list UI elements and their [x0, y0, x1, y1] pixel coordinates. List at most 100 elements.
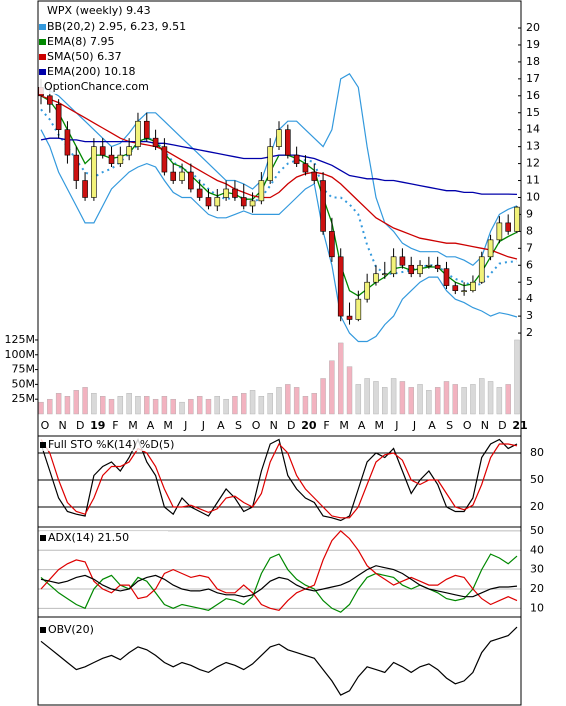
indicator-line	[40, 439, 518, 519]
x-tick-label: A	[217, 419, 225, 432]
volume-bar	[144, 396, 150, 415]
legend-label: SMA(50) 6.37	[47, 50, 122, 63]
candle-body	[346, 315, 353, 320]
watermark: OptionChance.com	[44, 80, 149, 93]
x-tick-label: S	[446, 419, 453, 432]
candle-body	[47, 95, 53, 105]
volume-bar	[452, 384, 458, 415]
candle-body	[426, 264, 432, 267]
volume-bar	[390, 378, 397, 415]
panel-title-marker	[40, 535, 46, 541]
candle-body	[91, 146, 97, 198]
legend-label: EMA(200) 10.18	[47, 65, 136, 78]
y-tick-label: 18	[526, 55, 540, 68]
y-tick-label: 6	[526, 258, 533, 271]
volume-bar	[461, 387, 467, 415]
y-tick-label: 12	[526, 157, 540, 170]
y-tick-label: 9	[526, 207, 533, 220]
volume-bar	[82, 387, 88, 415]
y-tick-label: 5	[526, 275, 533, 288]
y-tick-label: 8	[526, 224, 533, 237]
volume-tick-label: 125M	[5, 333, 36, 346]
x-tick-label: N	[270, 419, 278, 432]
volume-bar	[355, 384, 362, 415]
candle-body	[223, 188, 229, 198]
volume-tick-label: 25M	[12, 392, 36, 405]
candle-body	[179, 171, 185, 181]
panel-title-marker	[40, 442, 46, 448]
candle-body	[302, 163, 309, 173]
candle-body	[434, 264, 441, 269]
bb-lower	[40, 129, 518, 343]
y-tick-label: 30	[530, 563, 544, 576]
candle-body	[126, 146, 132, 156]
x-tick-label: J	[394, 419, 398, 432]
candle-body	[478, 256, 485, 283]
volume-bar	[382, 387, 388, 415]
candle-body	[108, 154, 115, 164]
x-tick-label: D	[76, 419, 84, 432]
candle-body	[381, 273, 388, 276]
y-tick-label: 20	[530, 500, 544, 513]
panel-title: ADX(14) 21.50	[48, 531, 129, 544]
volume-bar	[496, 387, 503, 415]
volume-bar	[126, 393, 132, 415]
candle-body	[205, 197, 212, 207]
y-tick-label: 11	[526, 174, 540, 187]
volume-bar	[346, 366, 353, 415]
volume-bar	[443, 381, 450, 415]
panel-title: OBV(20)	[48, 623, 94, 636]
x-tick-label: O	[252, 419, 261, 432]
volume-bar	[276, 387, 282, 415]
obv-frame	[37, 616, 522, 706]
y-tick-label: 14	[526, 123, 540, 136]
volume-bar	[249, 390, 256, 415]
panel-title: Full STO %K(14) %D(5)	[48, 438, 174, 451]
volume-bar	[417, 384, 423, 415]
candle-body	[249, 200, 256, 207]
ma-line	[40, 137, 518, 196]
volume-bar	[320, 378, 326, 415]
candle-body	[355, 298, 362, 320]
x-tick-label: S	[235, 419, 242, 432]
candle-body	[276, 129, 282, 147]
candle-body	[470, 281, 476, 291]
candle-body	[452, 285, 459, 291]
candle-body	[399, 256, 406, 266]
candle-body	[64, 129, 71, 156]
volume-bar	[329, 360, 335, 415]
volume-bar	[47, 398, 53, 415]
candle-body	[496, 222, 503, 241]
candle-body	[373, 273, 379, 283]
legend-marker	[39, 24, 46, 30]
x-tick-label: M	[163, 419, 173, 432]
volume-bar	[152, 398, 159, 415]
y-tick-label: 15	[526, 106, 540, 119]
x-tick-label: M	[128, 419, 138, 432]
volume-bar	[38, 401, 44, 415]
indicator-line	[40, 530, 518, 611]
x-tick-label: D	[498, 419, 506, 432]
candle-body	[267, 146, 273, 181]
volume-bar	[338, 342, 344, 415]
volume-bar	[470, 384, 476, 415]
y-tick-label: 80	[530, 446, 544, 459]
volume-bar	[205, 398, 212, 415]
candle-body	[443, 268, 450, 286]
candle-body	[487, 239, 494, 258]
x-tick-label: D	[287, 419, 295, 432]
y-tick-label: 2	[526, 326, 533, 339]
volume-bar	[73, 390, 79, 415]
legend-label: EMA(8) 7.95	[47, 35, 115, 48]
volume-bar	[170, 398, 176, 415]
volume-bar	[479, 378, 485, 415]
panel-title-marker	[40, 627, 46, 633]
x-tick-label: 20	[301, 419, 317, 432]
y-tick-label: 20	[526, 21, 540, 34]
volume-bar	[258, 396, 265, 415]
candle-body	[55, 103, 62, 130]
x-tick-label: J	[183, 419, 187, 432]
legend-marker	[39, 54, 46, 60]
volume-bar	[487, 381, 494, 415]
